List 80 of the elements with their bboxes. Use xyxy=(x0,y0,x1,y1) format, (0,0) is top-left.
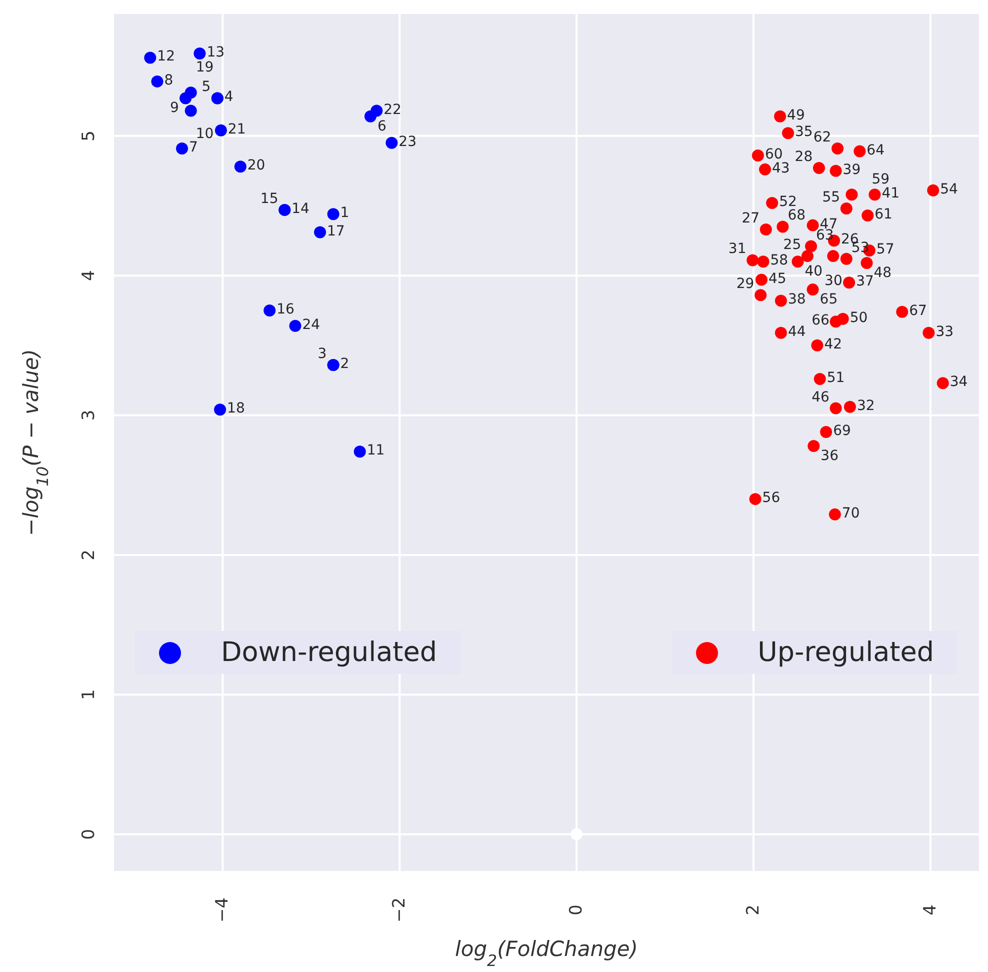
annotation: 21 xyxy=(228,121,246,138)
annotation: 31 xyxy=(728,241,746,258)
y-tick-label: 4 xyxy=(79,270,99,282)
annotation: 2 xyxy=(340,356,350,372)
annotation: 54 xyxy=(940,181,958,198)
annotation: 19 xyxy=(196,60,214,76)
x-tick-label: 2 xyxy=(744,904,764,916)
annotation: 34 xyxy=(950,374,968,390)
annotation: 15 xyxy=(260,190,278,207)
y-tick-label: 0 xyxy=(79,828,99,840)
annotation: 12 xyxy=(157,48,175,65)
annotation: 50 xyxy=(850,310,868,326)
annotation: 14 xyxy=(292,200,310,217)
annotation: 61 xyxy=(874,206,892,223)
annotation: 36 xyxy=(820,448,839,464)
annotation: 38 xyxy=(788,292,806,308)
annotation: 6 xyxy=(377,118,386,134)
annotation: 16 xyxy=(276,302,294,318)
annotation: 4 xyxy=(224,89,234,106)
legend-label: Up-regulated xyxy=(758,637,934,668)
annotation: 7 xyxy=(189,139,198,156)
annotation: 24 xyxy=(302,316,320,333)
annotation: 56 xyxy=(762,490,780,506)
annotation: 69 xyxy=(833,423,851,440)
annotation: 18 xyxy=(227,400,245,417)
annotation: 27 xyxy=(742,210,760,226)
annotation: 70 xyxy=(842,505,860,522)
annotation: 33 xyxy=(936,324,954,340)
x-tick-label: −4 xyxy=(212,897,233,923)
annotation: 23 xyxy=(398,134,417,150)
annotation: 39 xyxy=(842,162,861,178)
annotation: 66 xyxy=(812,312,830,329)
annotation: 35 xyxy=(795,124,813,140)
annotation: 46 xyxy=(812,389,830,406)
annotation: 25 xyxy=(783,237,802,254)
annotation: 22 xyxy=(384,102,402,118)
annotation: 32 xyxy=(856,398,875,414)
annotation: 43 xyxy=(772,160,790,176)
annotation: 57 xyxy=(876,241,894,258)
annotation: 10 xyxy=(196,126,214,142)
annotation: 68 xyxy=(788,208,806,224)
annotation: 40 xyxy=(804,264,823,280)
annotation: 3 xyxy=(318,346,327,362)
annotation: 49 xyxy=(787,107,805,124)
y-tick-label: 5 xyxy=(79,130,99,142)
annotation: 59 xyxy=(872,172,890,188)
annotation: 55 xyxy=(822,190,840,206)
annotation: 48 xyxy=(874,265,892,282)
x-tick-label: −2 xyxy=(390,897,410,923)
annotation: 51 xyxy=(826,370,845,386)
annotation: 42 xyxy=(824,336,842,352)
y-tick-label: 2 xyxy=(79,550,99,560)
annotation: 65 xyxy=(820,292,838,308)
annotation: 28 xyxy=(794,149,813,166)
annotation: 17 xyxy=(327,223,345,240)
annotation: 67 xyxy=(909,302,927,319)
annotation: 60 xyxy=(764,146,783,162)
annotation: 9 xyxy=(170,100,179,116)
annotation: 44 xyxy=(788,324,806,340)
annotation: 8 xyxy=(164,72,174,88)
annotation: 29 xyxy=(736,276,754,292)
x-axis-title: log$_{2}$(FoldChange) xyxy=(455,937,638,970)
annotation: 20 xyxy=(247,158,266,174)
annotation: 45 xyxy=(768,270,786,287)
x-tick-label: 4 xyxy=(920,904,940,916)
annotation: 62 xyxy=(813,129,832,146)
annotation: 58 xyxy=(770,252,788,269)
legend-label: Down-regulated xyxy=(221,637,437,668)
annotation: 11 xyxy=(366,442,385,459)
annotation: 64 xyxy=(866,142,885,158)
x-tick-label: 0 xyxy=(566,904,587,916)
annotation: 52 xyxy=(779,194,797,210)
y-tick-label: 3 xyxy=(79,410,99,421)
annotation: 37 xyxy=(856,274,874,290)
y-tick-label: 1 xyxy=(79,689,99,700)
annotation: 30 xyxy=(824,273,842,290)
annotation: 5 xyxy=(202,79,211,96)
annotation: 41 xyxy=(882,186,900,202)
annotation: 1 xyxy=(340,205,350,222)
annotation: 13 xyxy=(206,44,225,61)
